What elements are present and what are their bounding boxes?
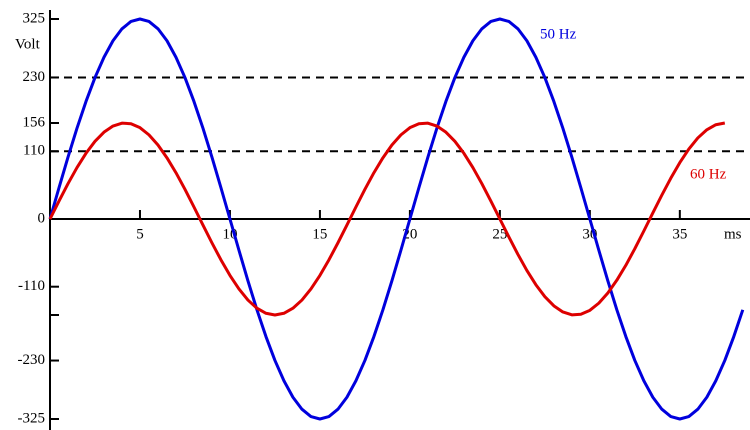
x-tick-label: 35 — [672, 226, 687, 242]
y-tick-label: -230 — [18, 352, 46, 368]
series-label: 60 Hz — [690, 166, 727, 182]
series-label: 50 Hz — [540, 26, 577, 42]
y-tick-label: -325 — [18, 410, 46, 426]
y-axis-label: Volt — [15, 36, 41, 52]
series-line — [48, 121, 726, 317]
x-tick-label: 5 — [136, 226, 144, 242]
y-tick-label: 156 — [23, 114, 46, 130]
x-tick-label: 25 — [492, 226, 507, 242]
y-tick-label: -110 — [18, 278, 45, 294]
x-tick-label: 15 — [312, 226, 327, 242]
y-tick-label: 0 — [38, 210, 46, 226]
y-tick-label: 230 — [23, 69, 46, 85]
x-axis-label: ms — [724, 226, 742, 242]
y-tick-label: 110 — [23, 143, 45, 159]
y-tick-label: 325 — [23, 10, 46, 26]
series-line — [48, 17, 745, 421]
